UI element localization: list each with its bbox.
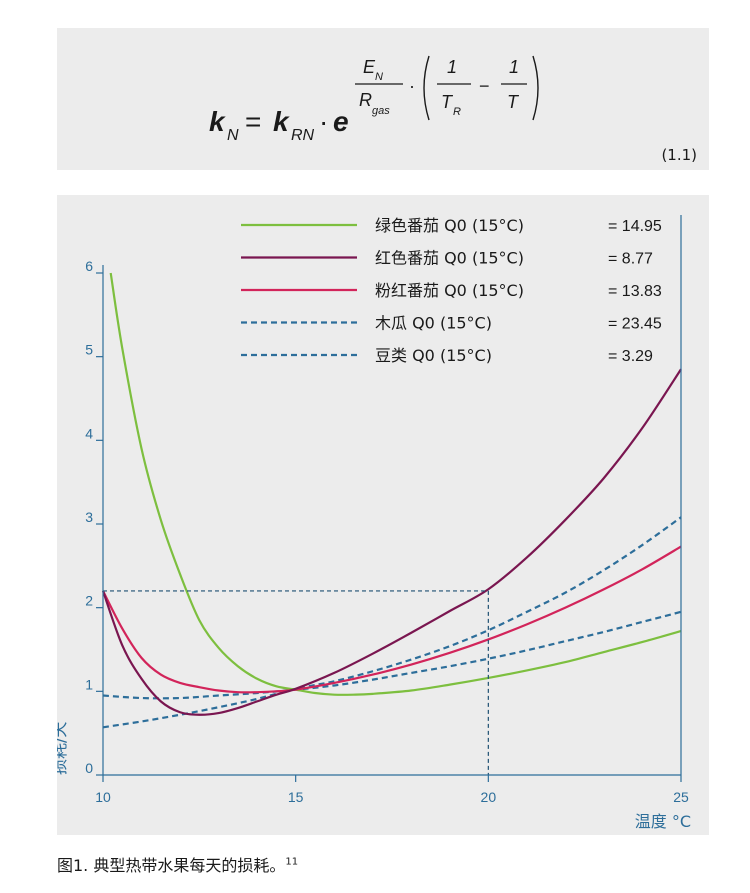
formula-k-rn: k	[273, 106, 290, 137]
legend-value-3: = 23.45	[608, 316, 662, 333]
formula-dot-2: ·	[409, 76, 415, 96]
axes: 0 1 2 3 4 5 6 10 15 20 25 温度 °C 损耗/天	[57, 215, 691, 831]
x-tick-label: 20	[481, 789, 497, 805]
caption-reference: 11	[285, 856, 299, 868]
y-tick-label: 5	[85, 342, 93, 358]
formula-t-r: T	[441, 92, 454, 112]
formula-minus: −	[479, 76, 490, 96]
y-tick-label: 4	[85, 425, 93, 441]
loss-chart: 0 1 2 3 4 5 6 10 15 20 25 温度 °C 损耗/天 绿色番茄 Q0 (15°C) =…	[57, 215, 691, 831]
x-tick-label: 15	[288, 789, 304, 805]
formula-e-n: E	[363, 57, 376, 77]
figure-caption: 图1. 典型热带水果每天的损耗。11	[57, 852, 298, 876]
formula-equals: =	[245, 106, 261, 137]
y-tick-label: 3	[85, 509, 93, 525]
legend: 绿色番茄 Q0 (15°C) = 14.95 红色番茄 Q0 (15°C) = 8.7…	[241, 216, 662, 365]
series-line-0	[109, 272, 682, 696]
formula-e-sub: N	[375, 71, 383, 83]
formula-t-r-sub: R	[453, 106, 461, 118]
right-paren	[532, 55, 539, 121]
legend-value-4: = 3.29	[608, 348, 653, 365]
formula-one-b: 1	[509, 57, 519, 77]
chart-panel: 0 1 2 3 4 5 6 10 15 20 25 温度 °C 损耗/天 绿色番茄 Q0 (15°C) =…	[57, 195, 709, 835]
y-tick-label: 1	[85, 676, 93, 692]
formula-r-sub: gas	[372, 105, 390, 117]
formula-k: k	[209, 106, 226, 137]
y-tick-label: 6	[85, 258, 93, 274]
formula-r: R	[359, 90, 372, 110]
series-line-2	[102, 545, 682, 694]
x-axis-label: 温度 °C	[635, 812, 691, 831]
formula-e: e	[333, 106, 349, 137]
formula-sub-rn: RN	[291, 127, 315, 144]
left-paren	[423, 55, 430, 121]
y-axis-label: 损耗/天	[57, 722, 69, 775]
reference-lines	[103, 590, 489, 775]
formula-panel: k N = k RN · e E N R gas · 1 T R	[57, 28, 709, 170]
legend-value-0: = 14.95	[608, 218, 662, 235]
series-layer	[101, 272, 682, 729]
formula-dot: ·	[319, 106, 328, 137]
series-line-3	[102, 516, 682, 729]
legend-label-1: 红色番茄 Q0 (15°C)	[375, 249, 524, 268]
y-tick-label: 2	[85, 593, 93, 609]
legend-label-3: 木瓜 Q0 (15°C)	[375, 314, 492, 333]
y-tick-label: 0	[85, 760, 93, 776]
legend-label-0: 绿色番茄 Q0 (15°C)	[375, 216, 524, 235]
series-line-4	[102, 610, 682, 700]
arrhenius-formula: k N = k RN · e E N R gas · 1 T R	[209, 55, 539, 144]
legend-value-1: = 8.77	[608, 251, 653, 268]
formula-sub-n: N	[227, 127, 239, 144]
equation-number: (1.1)	[661, 146, 697, 164]
formula-one-a: 1	[447, 57, 457, 77]
x-tick-label: 10	[95, 789, 111, 805]
formula-t: T	[507, 92, 520, 112]
legend-label-2: 粉红番茄 Q0 (15°C)	[375, 281, 524, 300]
series-line-1	[101, 368, 682, 716]
legend-label-4: 豆类 Q0 (15°C)	[375, 346, 492, 365]
legend-value-2: = 13.83	[608, 283, 662, 300]
caption-text: 图1. 典型热带水果每天的损耗。	[57, 856, 286, 875]
x-tick-label: 25	[673, 789, 689, 805]
